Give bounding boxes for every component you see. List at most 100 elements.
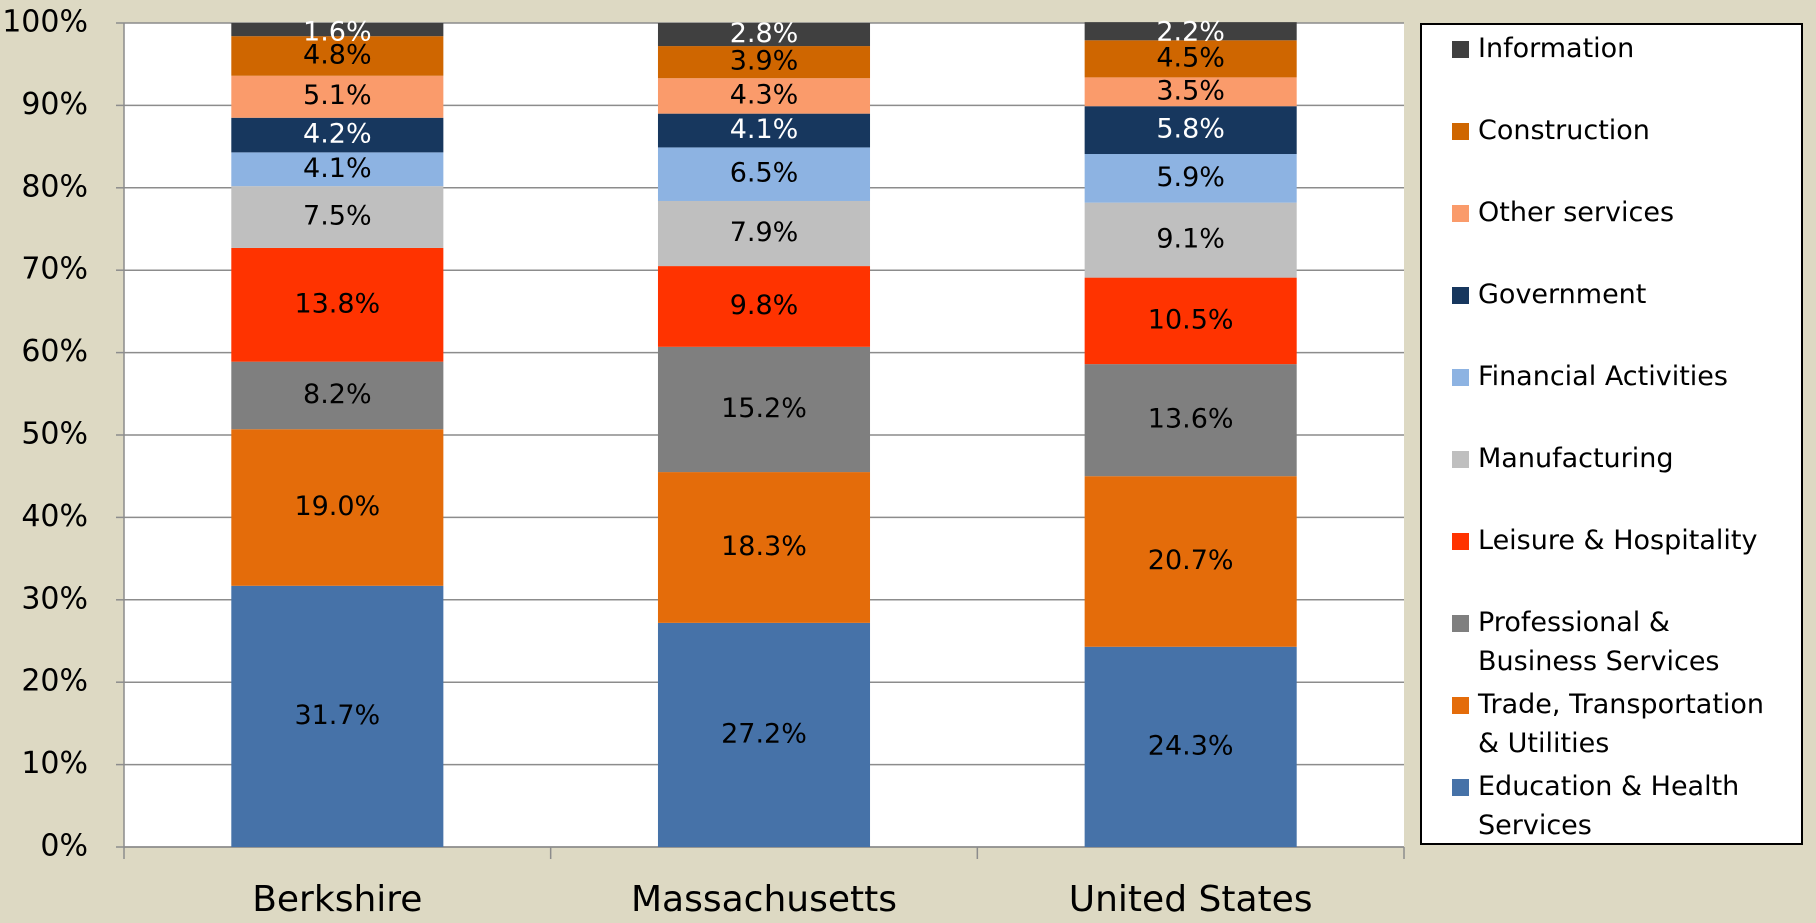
bar-segment [231, 247, 444, 362]
data-label: 7.5% [303, 201, 372, 232]
legend-swatch [1452, 533, 1469, 550]
bar-segment [657, 266, 871, 347]
bar-segment [231, 585, 444, 847]
data-label: 4.5% [1156, 42, 1225, 73]
legend-swatch [1452, 779, 1469, 796]
x-tick-label: United States [1069, 879, 1313, 920]
x-tick-label: Berkshire [252, 879, 422, 920]
legend-item: Financial Activities [1452, 357, 1792, 396]
legend-item: Information [1452, 29, 1792, 68]
data-label: 13.6% [1148, 404, 1234, 435]
legend-item: Government [1452, 275, 1792, 314]
legend-label: Education & Health Services [1478, 771, 1740, 841]
bar-segment [231, 36, 444, 76]
y-tick-label: 10% [21, 746, 88, 781]
data-label: 3.5% [1156, 75, 1225, 106]
legend-swatch [1452, 287, 1469, 304]
legend-swatch [1452, 123, 1469, 140]
bar-segment [657, 200, 871, 267]
legend-label: Trade, Transportation & Utilities [1478, 689, 1765, 759]
bar-segment [657, 113, 871, 148]
data-label: 4.2% [303, 119, 372, 150]
data-label: 13.8% [294, 288, 380, 319]
bar-segment [657, 46, 871, 79]
legend-swatch [1452, 697, 1469, 714]
data-label: 6.5% [730, 158, 799, 189]
bar-segment [1084, 154, 1297, 203]
data-label: 8.2% [303, 379, 372, 410]
y-tick-label: 70% [21, 252, 88, 287]
data-label: 4.1% [730, 114, 799, 145]
data-label: 9.8% [730, 290, 799, 321]
data-label: 5.8% [1156, 114, 1225, 145]
bar-segment [231, 23, 444, 37]
data-label: 7.9% [730, 217, 799, 248]
bar-segment [657, 472, 871, 623]
data-label: 4.8% [303, 39, 372, 70]
bar-segment [1084, 40, 1297, 78]
legend-label: Information [1478, 33, 1635, 64]
data-label: 1.6% [303, 17, 372, 48]
data-label: 4.3% [730, 79, 799, 110]
y-tick-label: 90% [21, 87, 88, 122]
data-label: 3.9% [730, 46, 799, 77]
bar-segment [1084, 364, 1297, 477]
legend-swatch [1452, 369, 1469, 386]
data-label: 4.1% [303, 153, 372, 184]
bar-segment [231, 186, 444, 248]
y-tick-label: 50% [21, 417, 88, 452]
bar-segment [1084, 106, 1297, 155]
bar-segment [657, 622, 871, 847]
legend-swatch [1452, 41, 1469, 58]
legend-swatch [1452, 205, 1469, 222]
legend-item: Construction [1452, 111, 1792, 150]
bar-segment [1084, 22, 1297, 41]
y-tick-label: 40% [21, 499, 88, 534]
bar-segment [1084, 476, 1297, 647]
data-label: 2.2% [1156, 17, 1225, 48]
data-label: 18.3% [721, 531, 807, 562]
bar-segment [231, 152, 444, 187]
data-label: 31.7% [294, 700, 380, 731]
bar-segment [657, 78, 871, 114]
data-label: 19.0% [294, 491, 380, 522]
bar-segment [231, 429, 444, 586]
legend-swatch [1452, 451, 1469, 468]
y-tick-label: 0% [40, 829, 88, 864]
data-label: 24.3% [1148, 730, 1234, 761]
legend-item: Manufacturing [1452, 439, 1792, 478]
legend-item: Leisure & Hospitality [1452, 521, 1792, 560]
bar-segment [231, 361, 444, 430]
legend-label: Other services [1478, 197, 1675, 228]
bar-segment [231, 75, 444, 118]
legend-swatch [1452, 615, 1469, 632]
legend-item: Other services [1452, 193, 1792, 232]
bar-segment [231, 117, 444, 153]
bar-segment [1084, 77, 1297, 107]
legend-label: Construction [1478, 115, 1650, 146]
bar-segment [657, 346, 871, 473]
y-tick-label: 20% [21, 664, 88, 699]
data-label: 10.5% [1148, 304, 1234, 335]
bar-segment [1084, 277, 1297, 365]
legend-item: Trade, Transportation & Utilities [1452, 685, 1792, 763]
y-tick-label: 80% [21, 169, 88, 204]
data-label: 5.9% [1156, 162, 1225, 193]
data-label: 15.2% [721, 393, 807, 424]
legend-label: Financial Activities [1478, 361, 1728, 392]
legend-item: Education & Health Services [1452, 767, 1792, 845]
legend-label: Government [1478, 279, 1647, 310]
data-label: 20.7% [1148, 545, 1234, 576]
legend-label: Manufacturing [1478, 443, 1674, 474]
bar-segment [657, 147, 871, 201]
data-label: 5.1% [303, 80, 372, 111]
y-tick-label: 30% [21, 581, 88, 616]
bar-segment [657, 23, 871, 47]
bar-segment [1084, 202, 1297, 278]
data-label: 27.2% [721, 718, 807, 749]
y-tick-label: 60% [21, 334, 88, 369]
